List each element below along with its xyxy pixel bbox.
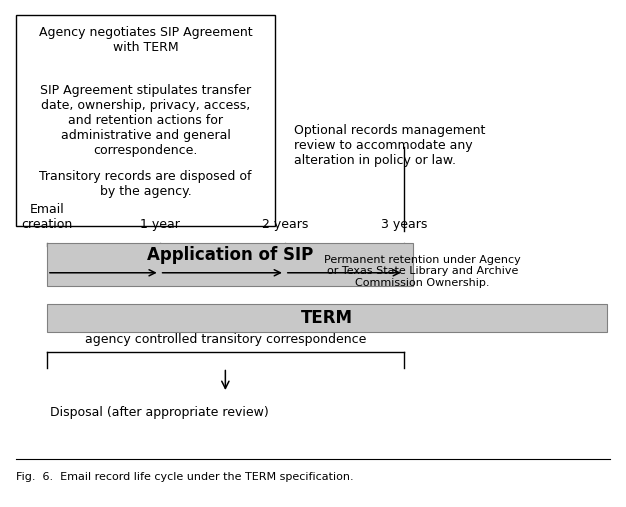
Bar (47, 304, 607, 332)
Text: 2 years: 2 years (262, 218, 308, 231)
Text: Transitory records are disposed of
by the agency.: Transitory records are disposed of by th… (39, 170, 252, 198)
Text: Email
creation: Email creation (21, 203, 73, 231)
Text: 1 year: 1 year (140, 218, 180, 231)
Text: SIP Agreement stipulates transfer
date, ownership, privacy, access,
and retentio: SIP Agreement stipulates transfer date, … (40, 84, 251, 157)
Text: agency controlled transitory correspondence: agency controlled transitory corresponde… (85, 333, 366, 346)
Text: Application of SIP: Application of SIP (147, 246, 313, 265)
Bar (16, 15, 275, 226)
Bar (47, 243, 413, 286)
Text: Fig.  6.  Email record life cycle under the TERM specification.: Fig. 6. Email record life cycle under th… (16, 472, 353, 482)
Text: Permanent retention under Agency
or Texas State Library and Archive
Commission O: Permanent retention under Agency or Texa… (324, 255, 521, 288)
Text: 3 years: 3 years (381, 218, 427, 231)
Text: Agency negotiates SIP Agreement
with TERM: Agency negotiates SIP Agreement with TER… (39, 26, 252, 54)
Text: TERM: TERM (301, 309, 353, 327)
Text: Optional records management
review to accommodate any
alteration in policy or la: Optional records management review to ac… (294, 124, 486, 167)
Text: Disposal (after appropriate review): Disposal (after appropriate review) (50, 406, 269, 419)
